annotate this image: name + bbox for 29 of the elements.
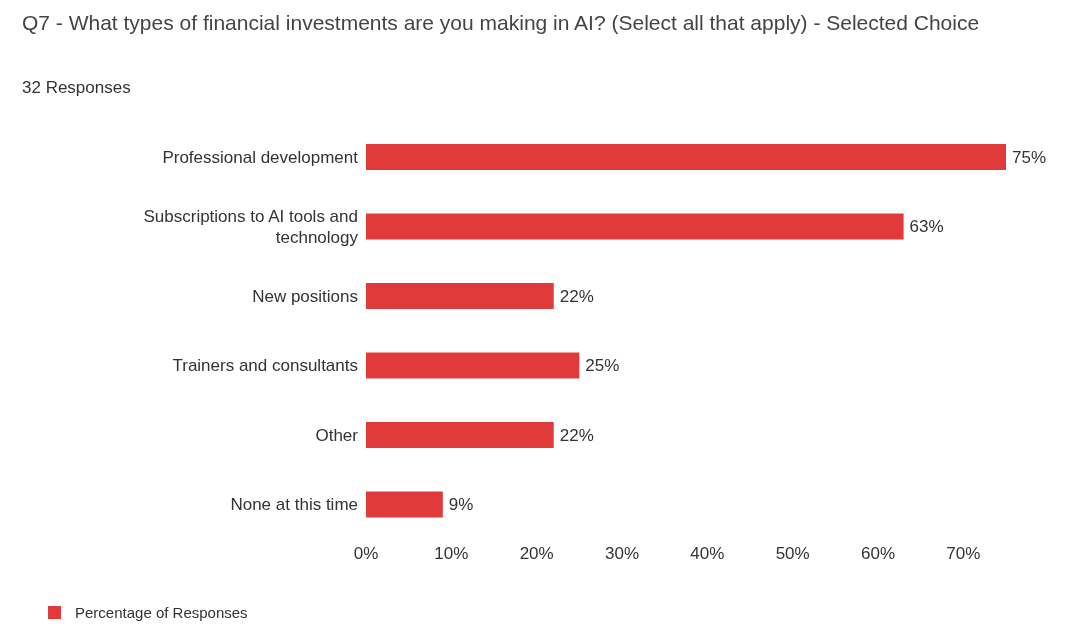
x-tick-label: 60% [860,544,896,564]
x-tick-label: 30% [604,544,640,564]
bar [366,144,1006,170]
x-tick-label: 50% [775,544,810,564]
bar [366,422,554,448]
x-tick-label: 20% [519,544,554,564]
bar [366,491,443,518]
y-tick-label: Subscriptions to AI tools and technology [143,206,359,247]
y-tick-label: None at this time [230,494,358,514]
y-tick-label: Trainers and consultants [172,355,358,375]
text: 32 Responses [22,78,131,98]
data-label: 25% [585,356,620,375]
data-label: 63% [909,217,944,236]
bar [366,352,580,379]
bar [366,213,904,240]
data-label: 9% [448,495,474,514]
y-tick-label: Professional development [162,147,359,167]
y-tick-label: New positions [252,286,358,306]
data-label: 22% [559,286,594,306]
x-tick-label: 40% [690,544,725,564]
legend-label: Percentage of Responses [74,604,248,621]
y-tick-label: Other [315,425,359,445]
x-tick-label: 0% [353,544,379,564]
chart-title: Q7 - What types of financial investments are you making in AI? (Select all that apply) - Selected Choice [22,10,981,36]
x-tick-label: 10% [434,544,469,564]
data-label: 75% [1012,147,1047,167]
x-tick-label: 70% [946,544,981,564]
bar [366,283,554,309]
data-label: 22% [559,425,594,445]
